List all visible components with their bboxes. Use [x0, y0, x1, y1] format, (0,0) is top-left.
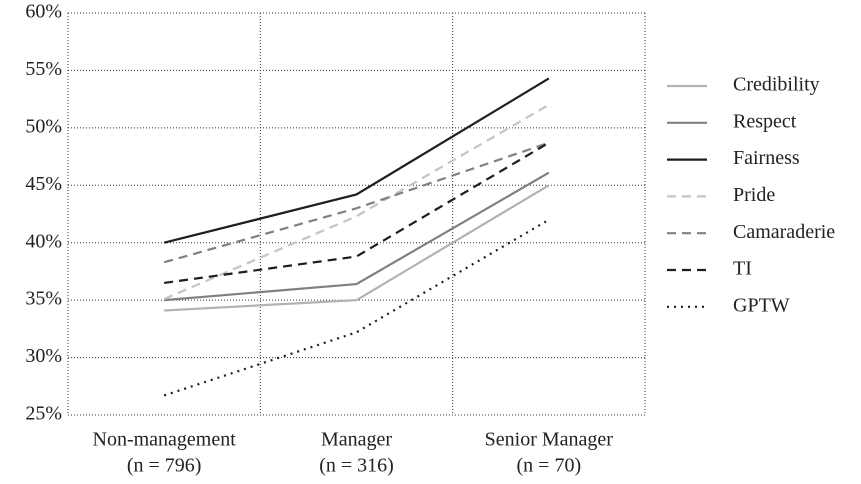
y-tick-label: 25% [25, 403, 62, 425]
series-line [164, 141, 550, 285]
y-tick-label: 50% [25, 115, 62, 137]
series-line [163, 103, 550, 301]
series-line [164, 171, 550, 302]
series-line [163, 218, 550, 397]
legend-label: Camaraderie [733, 221, 835, 243]
x-tick-label: (n = 70) [517, 455, 582, 477]
legend-label: TI [733, 258, 752, 280]
y-tick-label: 60% [25, 1, 62, 23]
y-tick-label: 40% [25, 230, 62, 252]
y-tick-label: 35% [25, 288, 62, 310]
x-tick-label: (n = 796) [127, 455, 202, 477]
y-tick-label: 45% [25, 173, 62, 195]
x-tick-label: Senior Manager [485, 429, 614, 451]
x-tick-label: (n = 316) [319, 455, 394, 477]
legend-label: Respect [733, 110, 797, 132]
series-line [163, 77, 550, 244]
legend-label: Pride [733, 184, 775, 206]
series-line [163, 141, 550, 264]
y-tick-label: 55% [25, 58, 62, 80]
series-line [164, 184, 550, 312]
x-tick-label: Manager [321, 429, 392, 451]
legend-label: Credibility [733, 74, 820, 96]
legend-label: Fairness [733, 147, 800, 169]
x-tick-label: Non-management [93, 429, 237, 451]
y-tick-label: 30% [25, 345, 62, 367]
legend-label: GPTW [733, 294, 790, 316]
